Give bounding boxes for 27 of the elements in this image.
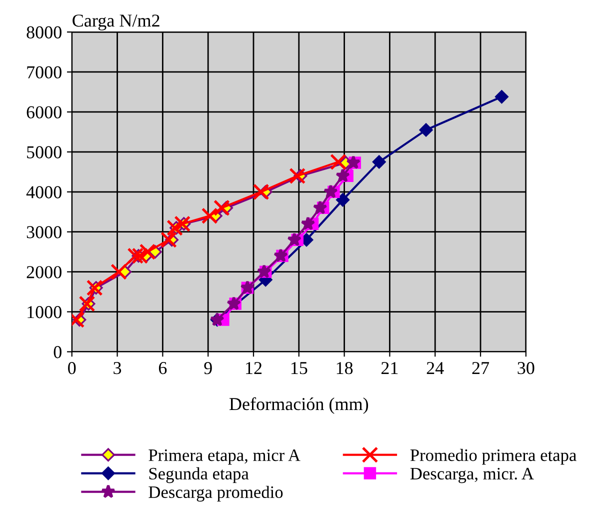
x-tick-label: 30	[518, 362, 534, 374]
y-tick-label: 8000	[26, 26, 62, 38]
y-tick-label: 3000	[26, 226, 62, 238]
legend-label: Segunda etapa	[149, 467, 249, 484]
legend-label: Primera etapa, micr A	[148, 449, 300, 465]
y-tick-label: 5000	[27, 146, 62, 158]
x-tick-label: 6	[158, 362, 167, 374]
y-tick-label: 1000	[28, 306, 62, 318]
x-tick-label: 18	[336, 362, 353, 374]
x-tick-label: 27	[472, 362, 490, 374]
x-tick-label: 21	[381, 362, 398, 374]
y-tick-label: 6000	[26, 106, 62, 118]
x-tick-label: 12	[246, 362, 262, 374]
x-tick-label: 9	[204, 362, 212, 374]
legend-label: Descarga, micr. A	[410, 468, 534, 484]
x-tick-label: 3	[114, 362, 122, 374]
y-axis-title: Carga N/m2	[72, 14, 160, 30]
y-tick-label: 7000	[27, 66, 62, 78]
y-tick-label: 4000	[26, 186, 62, 198]
x-tick-label: 15	[291, 362, 308, 374]
legend-label: Promedio primera etapa	[410, 448, 576, 465]
y-tick-label: 0	[54, 346, 62, 358]
legend-label: Descarga promedio	[148, 486, 283, 502]
y-tick-label: 2000	[26, 266, 62, 278]
x-tick-label: 0	[68, 362, 76, 374]
x-axis-title: Deformación (mm)	[229, 397, 368, 414]
x-tick-label: 24	[426, 362, 444, 374]
